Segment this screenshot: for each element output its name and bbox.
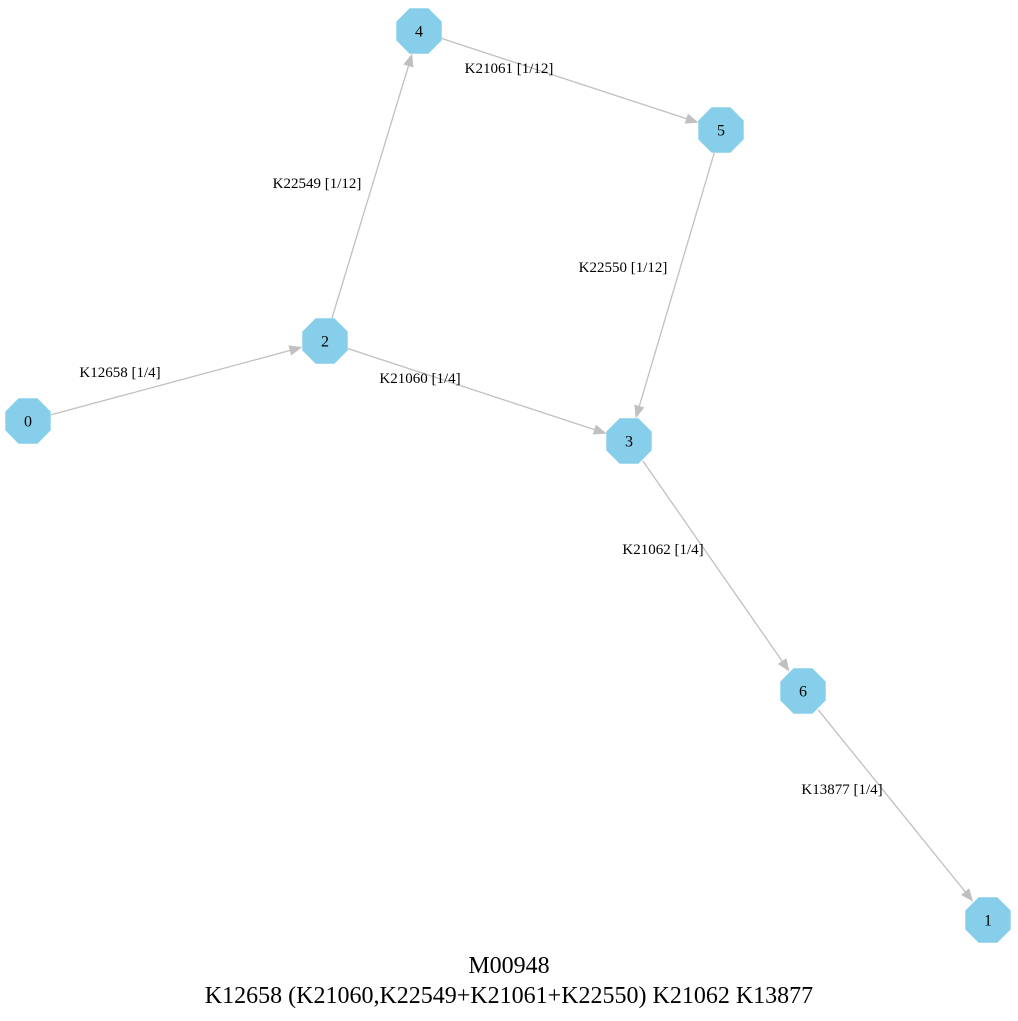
node-label: 6 bbox=[799, 684, 807, 701]
edge-label-3-6: K21062 [1/4] bbox=[622, 542, 703, 558]
edge-3-6 bbox=[642, 460, 790, 672]
edge-line bbox=[638, 152, 715, 407]
edge-label-0-2: K12658 [1/4] bbox=[79, 365, 160, 381]
edge-0-2 bbox=[51, 345, 303, 416]
arrowhead-icon bbox=[288, 345, 303, 356]
edge-labels-layer: K12658 [1/4] K22549 [1/12] K21061 [1/12] K2… bbox=[79, 61, 882, 798]
octagon-node-icon bbox=[396, 8, 442, 54]
edge-label-2-3: K21060 [1/4] bbox=[379, 371, 460, 387]
edge-line bbox=[817, 709, 966, 893]
octagon-node-icon bbox=[5, 398, 51, 444]
arrowhead-icon bbox=[684, 113, 699, 124]
edge-2-3 bbox=[347, 347, 607, 435]
node-label: 1 bbox=[984, 913, 992, 930]
nodes-layer: 0 1 2 3 4 5 6 bbox=[5, 8, 1011, 943]
node-1: 1 bbox=[965, 897, 1011, 943]
node-4: 4 bbox=[396, 8, 442, 54]
edge-line bbox=[331, 65, 410, 319]
edges-layer bbox=[51, 37, 974, 902]
edge-label-4-5: K21061 [1/12] bbox=[465, 61, 554, 77]
node-label: 3 bbox=[625, 434, 633, 451]
node-label: 4 bbox=[415, 24, 423, 41]
edge-label-2-4: K22549 [1/12] bbox=[273, 176, 362, 192]
node-0: 0 bbox=[5, 398, 51, 444]
edge-label-6-1: K13877 [1/4] bbox=[801, 782, 882, 798]
edge-label-5-3: K22550 [1/12] bbox=[579, 260, 668, 276]
arrowhead-icon bbox=[592, 424, 607, 435]
node-label: 5 bbox=[717, 123, 725, 140]
arrowhead-icon bbox=[634, 404, 645, 419]
edge-2-4 bbox=[331, 53, 414, 319]
octagon-node-icon bbox=[698, 107, 744, 153]
node-5: 5 bbox=[698, 107, 744, 153]
arrowhead-icon bbox=[777, 658, 790, 672]
octagon-node-icon bbox=[780, 668, 826, 714]
arrowhead-icon bbox=[403, 53, 414, 68]
edge-4-5 bbox=[441, 37, 699, 124]
node-6: 6 bbox=[780, 668, 826, 714]
octagon-node-icon bbox=[606, 418, 652, 464]
edge-line bbox=[51, 349, 291, 416]
node-3: 3 bbox=[606, 418, 652, 464]
node-2: 2 bbox=[302, 318, 348, 364]
edge-line bbox=[347, 347, 596, 431]
arrowhead-icon bbox=[961, 888, 974, 902]
edge-5-3 bbox=[634, 152, 715, 419]
module-title: M00948 bbox=[468, 953, 550, 979]
edge-line bbox=[642, 460, 783, 662]
node-label: 2 bbox=[321, 334, 329, 351]
edge-6-1 bbox=[817, 709, 974, 902]
node-label: 0 bbox=[24, 414, 32, 431]
module-expression: K12658 (K21060,K22549+K21061+K22550) K21… bbox=[204, 983, 814, 1009]
octagon-node-icon bbox=[302, 318, 348, 364]
octagon-node-icon bbox=[965, 897, 1011, 943]
edge-line bbox=[441, 37, 688, 120]
